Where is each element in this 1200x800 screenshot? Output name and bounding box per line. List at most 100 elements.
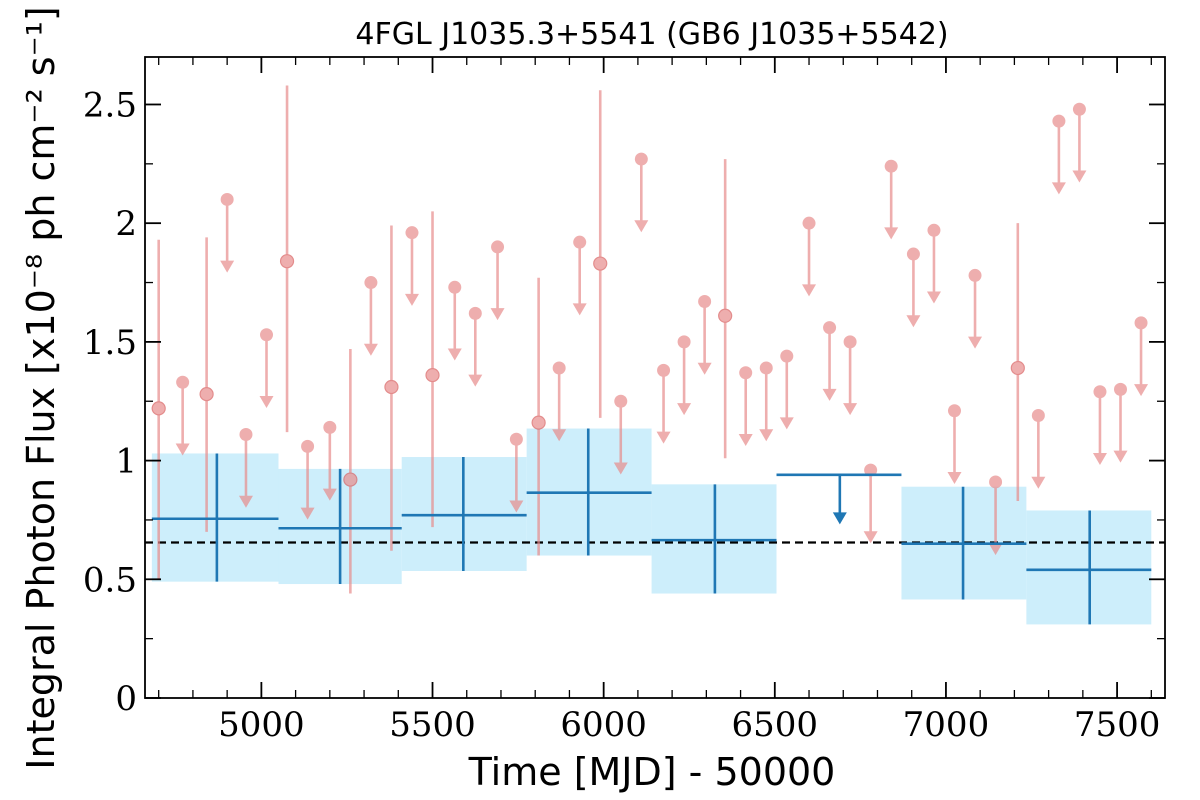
- monthly-upper-limit-point: [301, 439, 315, 453]
- y-axis-label: Integral Photon Flux [x10⁻⁸ ph cm⁻² s⁻¹]: [19, 6, 63, 769]
- monthly-upper-limit-arrow: [656, 431, 671, 444]
- monthly-upper-limit-arrow: [490, 308, 505, 321]
- x-tick-label: 6500: [732, 705, 819, 745]
- monthly-upper-limit-point: [947, 404, 961, 418]
- monthly-upper-limit-arrow: [1072, 170, 1087, 183]
- monthly-upper-limit-arrow: [300, 507, 315, 520]
- y-tick-label: 0.5: [83, 560, 137, 600]
- monthly-upper-limit-arrow: [175, 443, 190, 456]
- monthly-upper-limit-arrow: [509, 500, 524, 513]
- monthly-upper-limit-arrow: [822, 388, 837, 401]
- monthly-upper-limit-arrow: [988, 543, 1003, 556]
- monthly-upper-limit-point: [989, 475, 1003, 489]
- x-axis: 5000 5500 6000 6500 7000 7500: [158, 57, 1161, 745]
- monthly-upper-limit-point: [491, 240, 505, 254]
- monthly-upper-limit-arrow: [613, 462, 628, 475]
- monthly-upper-limit-point: [739, 366, 753, 380]
- monthly-upper-limit-arrow: [779, 417, 794, 430]
- monthly-upper-limit-point: [780, 349, 794, 363]
- monthly-upper-limit-arrow: [802, 284, 817, 297]
- monthly-upper-limit-point: [823, 321, 837, 335]
- monthly-point: [199, 387, 214, 402]
- monthly-upper-limit-point: [1093, 385, 1107, 399]
- monthly-upper-limit-arrow: [1092, 452, 1107, 465]
- monthly-upper-limit-arrow: [404, 293, 419, 306]
- monthly-upper-limit-point: [1072, 102, 1086, 116]
- plot-frame: [144, 56, 1166, 699]
- y-tick-label: 1.5: [83, 323, 137, 363]
- monthly-series-layer: [151, 85, 1149, 594]
- monthly-upper-limit-arrow: [468, 374, 483, 387]
- monthly-upper-limit-arrow: [697, 362, 712, 375]
- x-tick-label: 7500: [1074, 705, 1161, 745]
- monthly-upper-limit-point: [448, 280, 462, 294]
- monthly-upper-limit-point: [677, 335, 691, 349]
- monthly-upper-limit-arrow: [322, 488, 337, 501]
- monthly-upper-limit-point: [634, 152, 648, 166]
- monthly-upper-limit-arrow: [1134, 384, 1149, 397]
- monthly-upper-limit-arrow: [447, 348, 462, 361]
- yearly-series-layer: [151, 428, 1152, 625]
- monthly-upper-limit-arrow: [968, 336, 983, 349]
- monthly-upper-limit-point: [468, 306, 482, 320]
- monthly-point: [425, 368, 440, 383]
- monthly-upper-limit-arrow: [220, 260, 235, 273]
- monthly-upper-limit-point: [239, 427, 253, 441]
- monthly-upper-limit-arrow: [1051, 182, 1066, 195]
- x-tick-label: 6000: [560, 705, 647, 745]
- monthly-upper-limit-arrow: [926, 291, 941, 304]
- monthly-upper-limit-point: [968, 268, 982, 282]
- monthly-upper-limit-point: [614, 394, 628, 408]
- monthly-upper-limit-arrow: [759, 429, 774, 442]
- monthly-upper-limit-point: [1134, 316, 1148, 330]
- monthly-upper-limit-point: [552, 361, 566, 375]
- monthly-upper-limit-point: [260, 328, 274, 342]
- monthly-upper-limit-arrow: [906, 315, 921, 328]
- monthly-upper-limit-arrow: [884, 227, 899, 240]
- monthly-upper-limit-point: [906, 247, 920, 261]
- monthly-upper-limit-arrow: [259, 395, 274, 408]
- y-tick-label: 0: [115, 679, 137, 719]
- y-tick-label: 2: [115, 204, 137, 244]
- x-axis-label: Time [MJD] - 50000: [468, 750, 836, 794]
- monthly-point: [718, 308, 733, 323]
- monthly-upper-limit-point: [323, 420, 337, 434]
- x-tick-label: 7000: [903, 705, 990, 745]
- chart-title: 4FGL J1035.3+5541 (GB6 J1035+5542): [355, 17, 948, 52]
- monthly-upper-limit-arrow: [572, 303, 587, 316]
- monthly-upper-limit-arrow: [863, 531, 878, 544]
- y-axis: 0 0.5 1 1.5 2 2.5: [83, 85, 1165, 719]
- monthly-upper-limit-arrow: [947, 471, 962, 484]
- monthly-point: [151, 401, 166, 416]
- monthly-upper-limit-arrow: [238, 495, 253, 508]
- monthly-point: [384, 379, 399, 395]
- monthly-upper-limit-point: [759, 361, 773, 375]
- monthly-upper-limit-point: [176, 375, 190, 389]
- monthly-upper-limit-point: [1114, 382, 1128, 396]
- axes-frame-layer: [144, 56, 1166, 699]
- monthly-upper-limit-arrow: [1031, 476, 1046, 489]
- monthly-upper-limit-arrow: [1113, 450, 1128, 463]
- x-tick-label: 5500: [389, 705, 476, 745]
- monthly-upper-limit-point: [1052, 114, 1066, 128]
- monthly-upper-limit-arrow: [363, 343, 378, 356]
- monthly-upper-limit-arrow: [843, 403, 858, 416]
- monthly-upper-limit-arrow: [738, 433, 753, 446]
- monthly-upper-limit-point: [884, 159, 898, 173]
- y-tick-label: 2.5: [83, 85, 137, 125]
- monthly-point: [279, 254, 295, 269]
- y-tick-label: 1: [115, 442, 137, 482]
- monthly-upper-limit-point: [698, 295, 712, 309]
- monthly-point: [593, 256, 608, 271]
- monthly-upper-limit-arrow: [677, 403, 692, 416]
- yearly-bands-layer: [151, 428, 1152, 625]
- monthly-upper-limit-point: [220, 192, 234, 206]
- monthly-upper-limit-point: [927, 223, 941, 237]
- monthly-upper-limit-point: [509, 432, 523, 446]
- monthly-upper-limit-point: [864, 463, 878, 477]
- monthly-upper-limit-point: [843, 335, 857, 349]
- monthly-upper-limit-point: [802, 216, 816, 230]
- monthly-upper-limit-point: [573, 235, 587, 249]
- plot-area: [144, 56, 1166, 699]
